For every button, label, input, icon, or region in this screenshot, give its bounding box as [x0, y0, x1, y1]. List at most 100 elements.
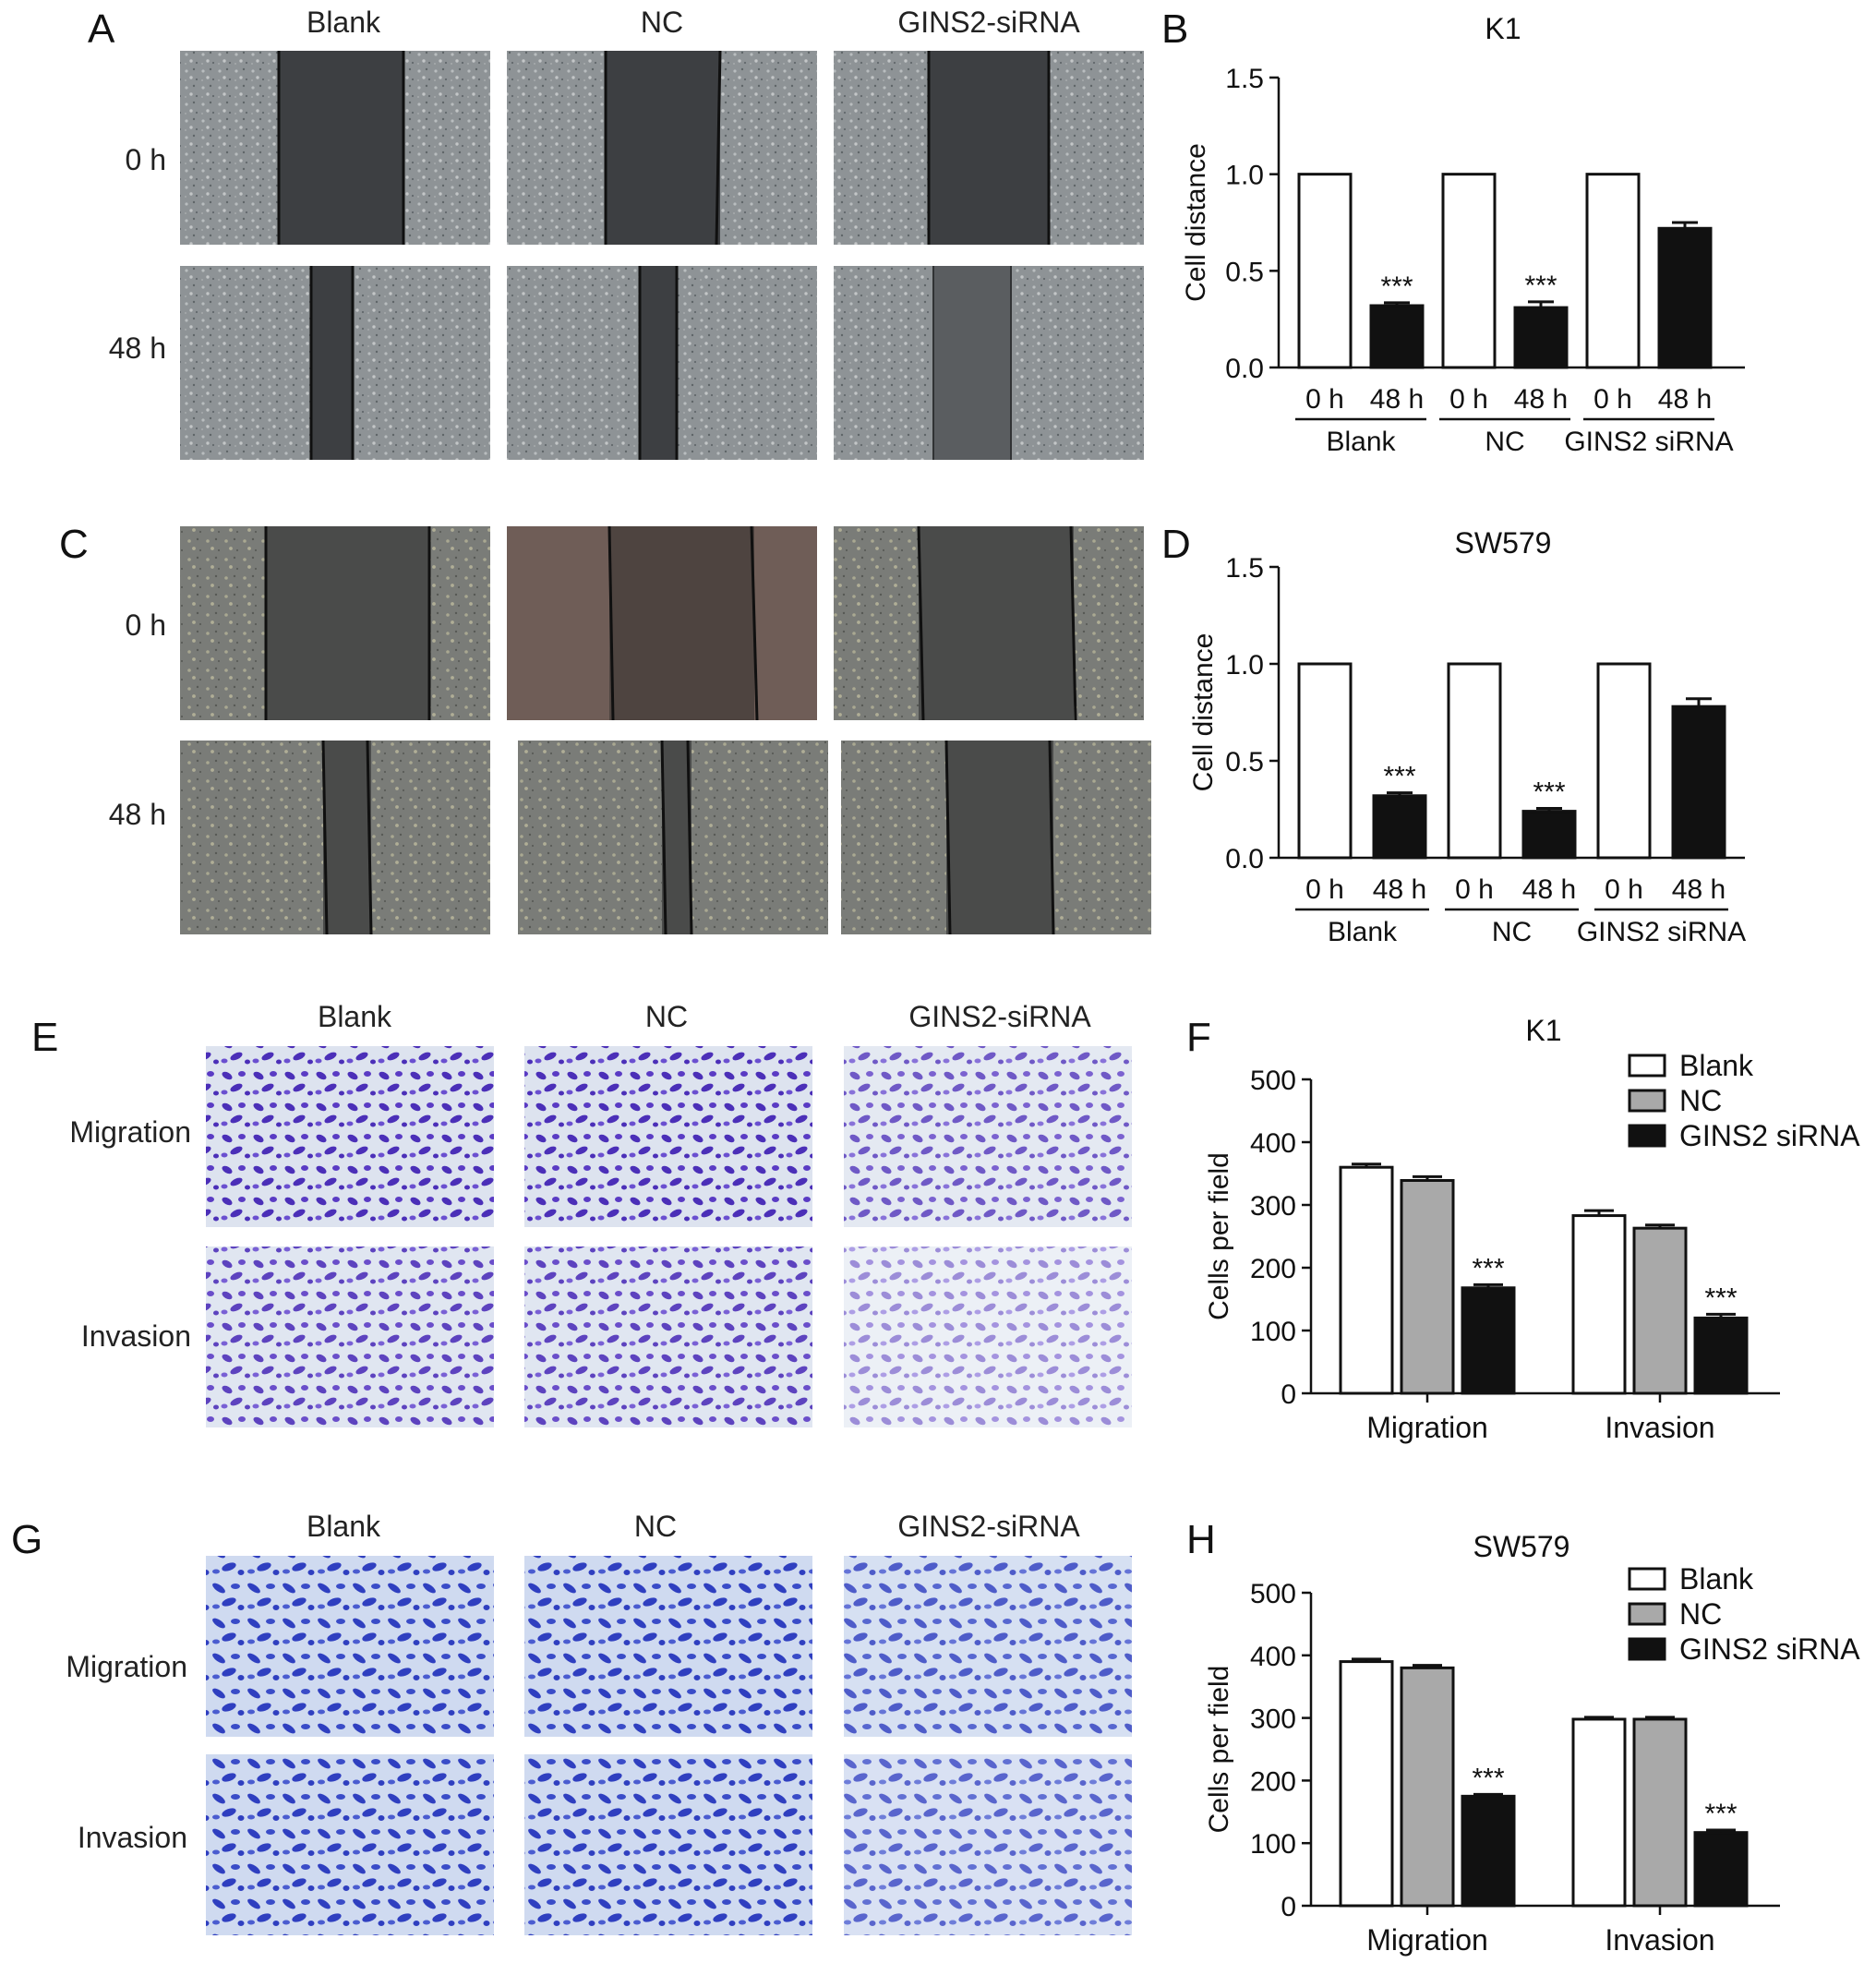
- panel-e: Blank NC GINS2-siRNA Migration Invasion: [69, 1000, 1132, 1427]
- bar: [1400, 1666, 1455, 1908]
- transwell-image: [524, 1754, 812, 1935]
- y-tick-label: 0.0: [1225, 354, 1264, 384]
- y-tick-label: 0: [1281, 1379, 1296, 1410]
- x-tick-label: 48 h: [1522, 874, 1576, 905]
- y-tick-label: 500: [1250, 1579, 1296, 1609]
- row-header-0h: 0 h: [126, 608, 166, 642]
- x-tick-label: 48 h: [1370, 384, 1424, 415]
- row-header-48h: 48 h: [109, 331, 166, 365]
- x-tick-label: 48 h: [1514, 384, 1568, 415]
- group-label: GINS2 siRNA: [1577, 917, 1746, 947]
- bar: [1657, 226, 1713, 369]
- x-tick-label: 0 h: [1593, 384, 1632, 415]
- significance-label: ***: [1533, 777, 1565, 807]
- panel-a: Blank NC GINS2-siRNA 0 h 48 h: [109, 6, 1144, 460]
- scratch-image: [180, 526, 490, 720]
- chart-title: SW579: [1473, 1530, 1570, 1563]
- row-header-invasion: Invasion: [78, 1821, 187, 1854]
- transwell-image: [844, 1246, 1132, 1427]
- column-header-blank: Blank: [318, 1000, 392, 1033]
- y-tick-label: 400: [1250, 1642, 1296, 1672]
- y-tick-label: 0.0: [1225, 844, 1264, 874]
- y-tick-label: 200: [1250, 1254, 1296, 1284]
- x-tick-label: 48 h: [1672, 874, 1726, 905]
- legend-swatch: [1628, 1637, 1666, 1661]
- y-axis-label: Cells per field: [1204, 1152, 1234, 1320]
- bar: [1461, 1794, 1516, 1908]
- legend-label: Blank: [1679, 1049, 1754, 1082]
- y-tick-label: 500: [1250, 1066, 1296, 1096]
- significance-label: ***: [1380, 271, 1413, 302]
- chart-title: K1: [1525, 1014, 1561, 1047]
- legend-swatch: [1628, 1602, 1666, 1626]
- panel-letter-e: E: [31, 1015, 58, 1060]
- y-tick-label: 0.5: [1225, 747, 1264, 777]
- legend-label: Blank: [1679, 1562, 1754, 1596]
- scratch-image: [180, 51, 490, 245]
- legend-swatch: [1628, 1124, 1666, 1148]
- group-label: Blank: [1328, 917, 1398, 947]
- legend-swatch: [1628, 1567, 1666, 1591]
- scratch-image: [834, 266, 1144, 460]
- x-tick-label: Migration: [1366, 1923, 1488, 1957]
- column-header-nc: NC: [634, 1510, 677, 1543]
- scratch-image: [180, 266, 490, 460]
- y-tick-label: 300: [1250, 1704, 1296, 1735]
- x-tick-label: 0 h: [1305, 384, 1344, 415]
- panel-letter-h: H: [1186, 1517, 1216, 1562]
- bar: [1513, 306, 1569, 369]
- chart-b: 0.0 0.5 1.0 1.5 Cell distance K1 0 h *** 48 h 0 h…: [1181, 12, 1745, 457]
- y-tick-label: 0.5: [1225, 257, 1264, 287]
- column-header-blank: Blank: [307, 6, 381, 39]
- y-tick-label: 400: [1250, 1128, 1296, 1159]
- panel-letter-a: A: [88, 6, 115, 52]
- bar: [1339, 1165, 1394, 1395]
- column-header-gins2-sirna: GINS2-siRNA: [897, 1510, 1080, 1543]
- panel-c: 0 h 48 h: [109, 525, 1151, 935]
- bar: [1369, 304, 1425, 369]
- bar: [1297, 173, 1353, 369]
- bar: [1671, 705, 1726, 860]
- bar: [1461, 1286, 1516, 1395]
- y-tick-label: 200: [1250, 1766, 1296, 1797]
- x-tick-label: 0 h: [1305, 874, 1344, 905]
- y-tick-label: 0: [1281, 1892, 1296, 1922]
- panel-letter-f: F: [1186, 1015, 1211, 1060]
- y-tick-label: 300: [1250, 1191, 1296, 1222]
- x-tick-label: 0 h: [1449, 384, 1488, 415]
- significance-label: ***: [1472, 1253, 1504, 1283]
- transwell-image: [844, 1754, 1132, 1935]
- chart-title: SW579: [1455, 526, 1552, 560]
- legend-label: GINS2 siRNA: [1679, 1632, 1860, 1666]
- row-header-migration: Migration: [69, 1115, 191, 1149]
- bar: [1632, 1717, 1688, 1908]
- panel-letter-b: B: [1161, 6, 1188, 52]
- y-tick-label: 100: [1250, 1317, 1296, 1347]
- row-header-48h: 48 h: [109, 798, 166, 831]
- transwell-image: [206, 1556, 494, 1737]
- column-header-nc: NC: [641, 6, 683, 39]
- panel-g: Blank NC GINS2-siRNA Migration Invasion: [66, 1510, 1132, 1935]
- x-tick-label: Invasion: [1605, 1923, 1714, 1957]
- significance-label: ***: [1524, 271, 1557, 301]
- column-header-gins2-sirna: GINS2-siRNA: [897, 6, 1080, 39]
- bar: [1693, 1831, 1749, 1908]
- scratch-image: [180, 740, 490, 935]
- scratch-image: [507, 266, 817, 460]
- x-tick-label: 48 h: [1658, 384, 1712, 415]
- bar: [1372, 794, 1427, 860]
- legend-label: NC: [1679, 1597, 1722, 1631]
- panel-letter-d: D: [1161, 522, 1191, 567]
- scratch-image: [507, 50, 817, 246]
- chart-title: K1: [1485, 12, 1521, 45]
- x-tick-label: Migration: [1366, 1411, 1488, 1444]
- column-header-nc: NC: [645, 1000, 688, 1033]
- y-tick-label: 1.0: [1225, 161, 1264, 191]
- x-tick-label: 0 h: [1455, 874, 1494, 905]
- column-header-gins2-sirna: GINS2-siRNA: [908, 1000, 1091, 1033]
- bar: [1521, 810, 1577, 860]
- significance-label: ***: [1472, 1763, 1504, 1793]
- significance-label: ***: [1704, 1283, 1737, 1313]
- scratch-image: [507, 525, 817, 721]
- panel-letter-c: C: [59, 522, 89, 567]
